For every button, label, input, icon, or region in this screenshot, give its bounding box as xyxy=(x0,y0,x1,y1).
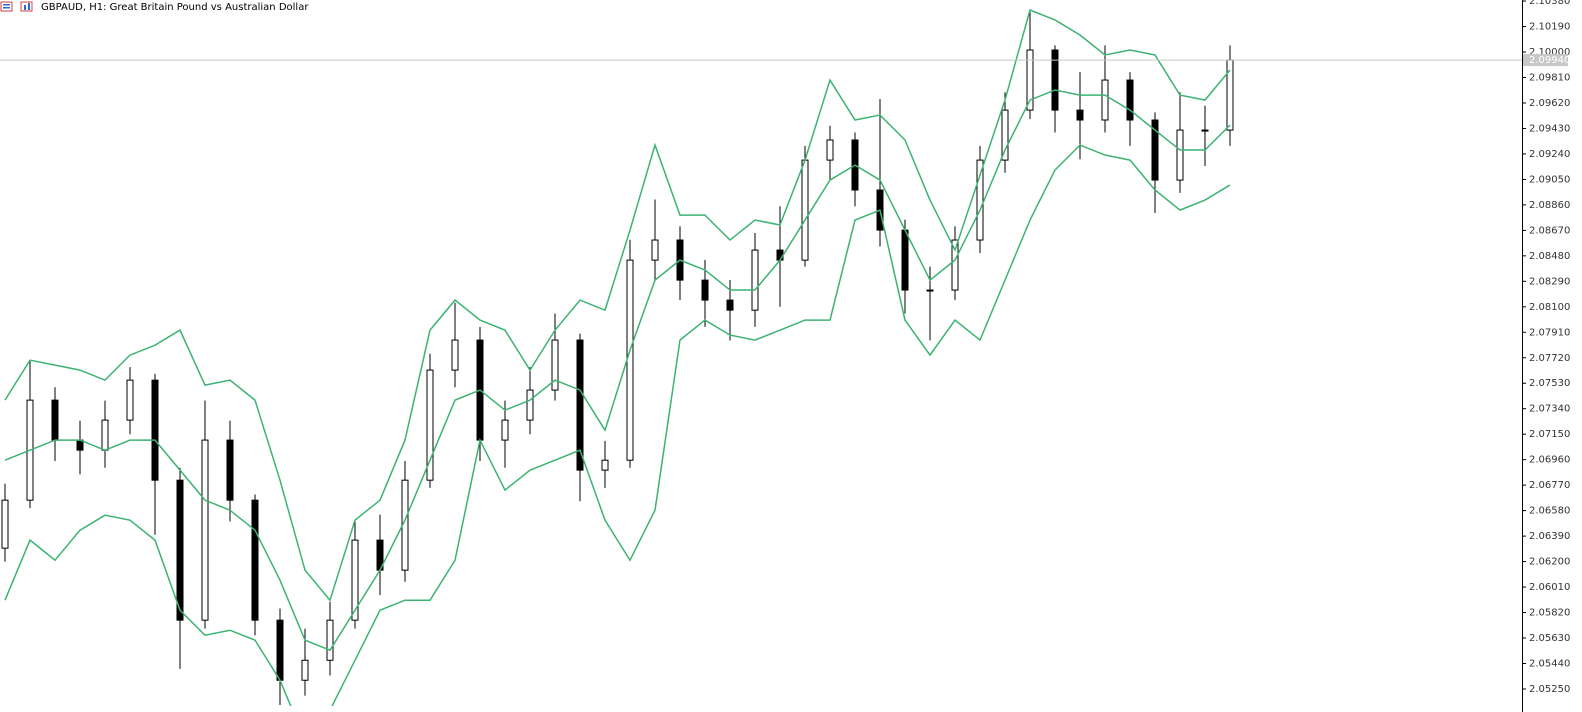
candle-body xyxy=(176,479,184,621)
candle-body xyxy=(951,239,959,291)
icon-line xyxy=(3,7,10,9)
y-tick-label: 2.09810 xyxy=(1529,73,1570,84)
y-tick-label: 2.08100 xyxy=(1529,302,1570,313)
y-tick-label: 2.06390 xyxy=(1529,531,1570,542)
candle-body xyxy=(426,369,434,481)
y-tick-label: 2.06770 xyxy=(1529,480,1570,491)
icon-chart xyxy=(20,1,33,12)
candle-body xyxy=(551,339,559,391)
candle-body xyxy=(1101,79,1109,121)
candle-body xyxy=(1076,109,1084,121)
symbol-icons xyxy=(0,1,33,12)
candle-body xyxy=(1176,129,1184,181)
candle-body xyxy=(901,229,909,291)
current-price-label: 2.09940 xyxy=(1529,55,1570,66)
candle-body xyxy=(1051,49,1059,111)
candle-body xyxy=(526,389,534,421)
candle-body xyxy=(201,439,209,621)
candle-body xyxy=(1001,109,1009,161)
y-tick-label: 2.08480 xyxy=(1529,251,1570,262)
candle-body xyxy=(451,339,459,371)
y-tick-label: 2.07910 xyxy=(1529,327,1570,338)
y-tick-label: 2.06580 xyxy=(1529,506,1570,517)
y-tick-label: 2.08290 xyxy=(1529,276,1570,287)
candle-body xyxy=(301,659,309,681)
y-tick-label: 2.08670 xyxy=(1529,225,1570,236)
y-tick-label: 2.09240 xyxy=(1529,149,1570,160)
bollinger-band xyxy=(4,89,1231,652)
candle-body xyxy=(651,239,659,261)
candle-body xyxy=(351,539,359,621)
y-tick-label: 2.07150 xyxy=(1529,429,1570,440)
candle-body xyxy=(151,379,159,481)
candle-body xyxy=(751,249,759,311)
candle-body xyxy=(701,279,709,301)
icon-bar xyxy=(28,3,30,10)
y-tick-label: 2.07340 xyxy=(1529,404,1570,415)
candle-body xyxy=(1026,49,1034,111)
y-tick-label: 2.05440 xyxy=(1529,658,1570,669)
bollinger-band xyxy=(4,9,1231,602)
plot-area xyxy=(1,9,1234,706)
candle-body xyxy=(826,139,834,161)
candle-body xyxy=(801,159,809,261)
candle-body xyxy=(251,499,259,621)
candle-body xyxy=(976,159,984,241)
candle-body xyxy=(626,259,634,461)
y-tick-label: 2.10000 xyxy=(1529,47,1570,58)
y-tick-label: 2.05250 xyxy=(1529,684,1570,695)
candle-body xyxy=(51,399,59,441)
icon-bar xyxy=(24,5,26,10)
y-tick-label: 2.07720 xyxy=(1529,353,1570,364)
candle-body xyxy=(276,619,284,681)
candle-body xyxy=(326,619,334,661)
bollinger-band xyxy=(4,144,1231,706)
y-tick-label: 2.05630 xyxy=(1529,633,1570,644)
chart-title: GBPAUD, H1: Great Britain Pound vs Austr… xyxy=(41,2,309,13)
y-tick-label: 2.06960 xyxy=(1529,455,1570,466)
icon-list xyxy=(0,1,13,12)
candle-body xyxy=(101,419,109,451)
y-tick-label: 2.06010 xyxy=(1529,582,1570,593)
y-tick-label: 2.06200 xyxy=(1529,557,1570,568)
y-tick-label: 2.07530 xyxy=(1529,378,1570,389)
candle-body xyxy=(576,339,584,471)
candle-body xyxy=(1201,129,1209,132)
candle-body xyxy=(1,499,9,549)
y-tick-label: 2.09430 xyxy=(1529,123,1570,134)
candle-body xyxy=(1126,79,1134,121)
y-tick-label: 2.09050 xyxy=(1529,174,1570,185)
candle-body xyxy=(501,419,509,441)
y-tick-label: 2.09620 xyxy=(1529,98,1570,109)
candle-body xyxy=(601,459,609,471)
candle-body xyxy=(776,249,784,261)
y-tick-label: 2.05820 xyxy=(1529,608,1570,619)
candle-body xyxy=(726,299,734,311)
y-tick-label: 2.08860 xyxy=(1529,200,1570,211)
candle-body xyxy=(226,439,234,501)
icon-line xyxy=(3,4,10,6)
current-price-box xyxy=(1523,54,1568,67)
y-tick-label: 2.10190 xyxy=(1529,22,1570,33)
candle-body xyxy=(926,289,934,292)
y-tick-label: 2.10380 xyxy=(1529,0,1570,7)
candle-body xyxy=(126,379,134,421)
candle-body xyxy=(1151,119,1159,181)
